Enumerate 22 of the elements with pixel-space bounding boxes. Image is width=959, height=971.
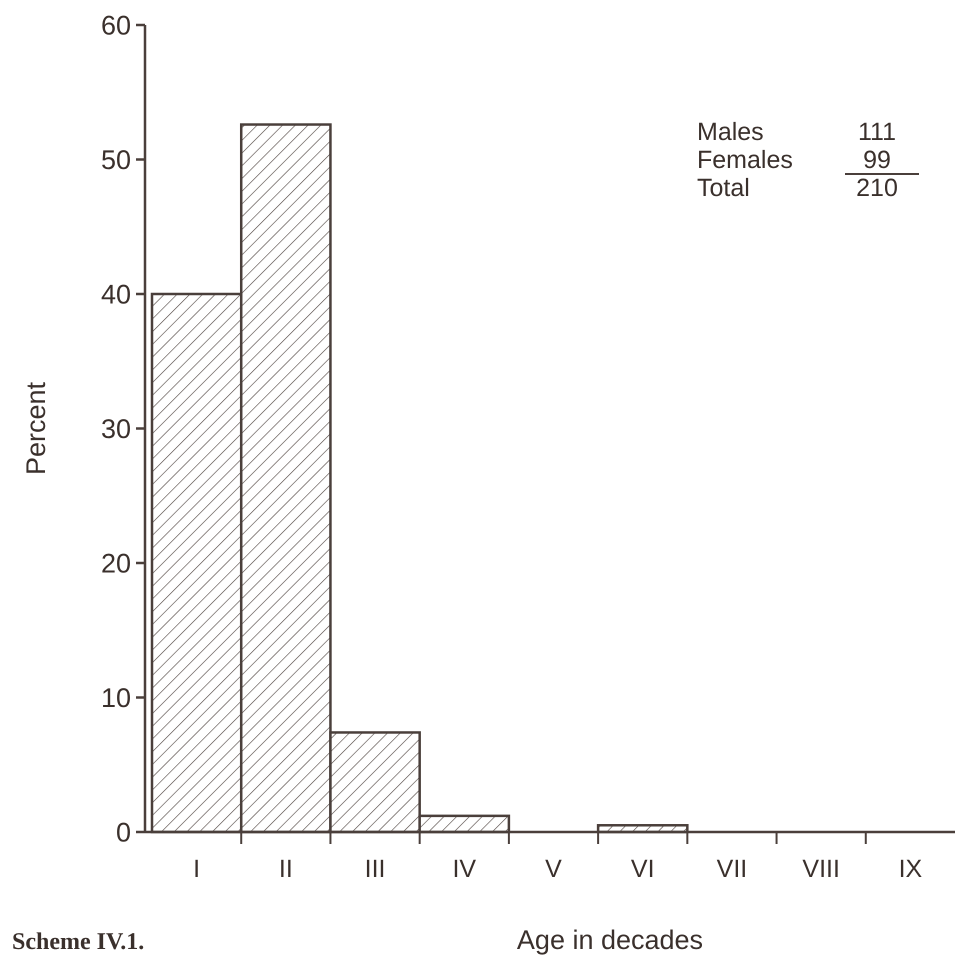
y-tick-label: 10 bbox=[100, 682, 131, 713]
y-tick-label: 20 bbox=[100, 548, 131, 578]
x-tick-label: V bbox=[545, 855, 562, 883]
x-tick-label: VIII bbox=[802, 855, 840, 883]
x-tick-label: IV bbox=[452, 855, 476, 883]
y-axis-title: Percent bbox=[21, 381, 51, 476]
y-tick-label: 60 bbox=[100, 10, 131, 40]
x-tick-label: I bbox=[193, 855, 200, 883]
x-axis-title: Age in decades bbox=[516, 925, 704, 955]
y-tick-label: 0 bbox=[116, 817, 131, 848]
x-tick-label: VII bbox=[716, 855, 748, 883]
text: Total 210 bbox=[697, 174, 898, 202]
x-tick-label: II bbox=[278, 855, 293, 883]
y-tick-label: 50 bbox=[100, 144, 131, 175]
x-tick-label: VI bbox=[630, 855, 655, 883]
text: Females 99 bbox=[697, 146, 891, 174]
text: Scheme IV.1. bbox=[12, 929, 144, 955]
x-tick-label: IX bbox=[898, 855, 923, 883]
y-tick-label: 40 bbox=[100, 279, 131, 310]
y-tick-label: 30 bbox=[100, 414, 131, 444]
x-tick-label: III bbox=[364, 855, 386, 883]
text: Males 111 bbox=[697, 118, 896, 146]
